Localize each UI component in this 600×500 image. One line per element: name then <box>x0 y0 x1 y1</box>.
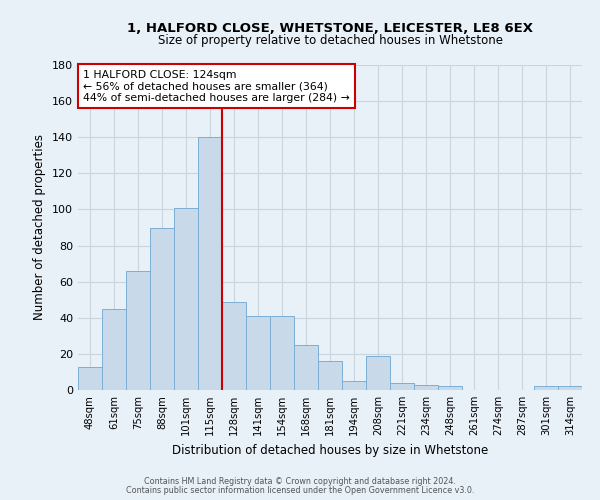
Bar <box>150 228 174 390</box>
Text: Contains HM Land Registry data © Crown copyright and database right 2024.: Contains HM Land Registry data © Crown c… <box>144 477 456 486</box>
Bar <box>78 366 102 390</box>
Bar <box>126 271 150 390</box>
Text: 1, HALFORD CLOSE, WHETSTONE, LEICESTER, LE8 6EX: 1, HALFORD CLOSE, WHETSTONE, LEICESTER, … <box>127 22 533 36</box>
Text: Size of property relative to detached houses in Whetstone: Size of property relative to detached ho… <box>157 34 503 47</box>
Bar <box>102 308 126 390</box>
Bar <box>198 137 222 390</box>
Y-axis label: Number of detached properties: Number of detached properties <box>34 134 46 320</box>
Bar <box>174 208 198 390</box>
Bar <box>534 386 558 390</box>
X-axis label: Distribution of detached houses by size in Whetstone: Distribution of detached houses by size … <box>172 444 488 456</box>
Bar <box>558 386 582 390</box>
Bar <box>390 383 414 390</box>
Bar <box>246 316 270 390</box>
Bar <box>438 386 462 390</box>
Bar <box>414 384 438 390</box>
Bar <box>294 345 318 390</box>
Bar <box>270 316 294 390</box>
Bar <box>318 361 342 390</box>
Bar <box>342 381 366 390</box>
Text: 1 HALFORD CLOSE: 124sqm
← 56% of detached houses are smaller (364)
44% of semi-d: 1 HALFORD CLOSE: 124sqm ← 56% of detache… <box>83 70 350 103</box>
Bar <box>222 302 246 390</box>
Text: Contains public sector information licensed under the Open Government Licence v3: Contains public sector information licen… <box>126 486 474 495</box>
Bar <box>366 356 390 390</box>
